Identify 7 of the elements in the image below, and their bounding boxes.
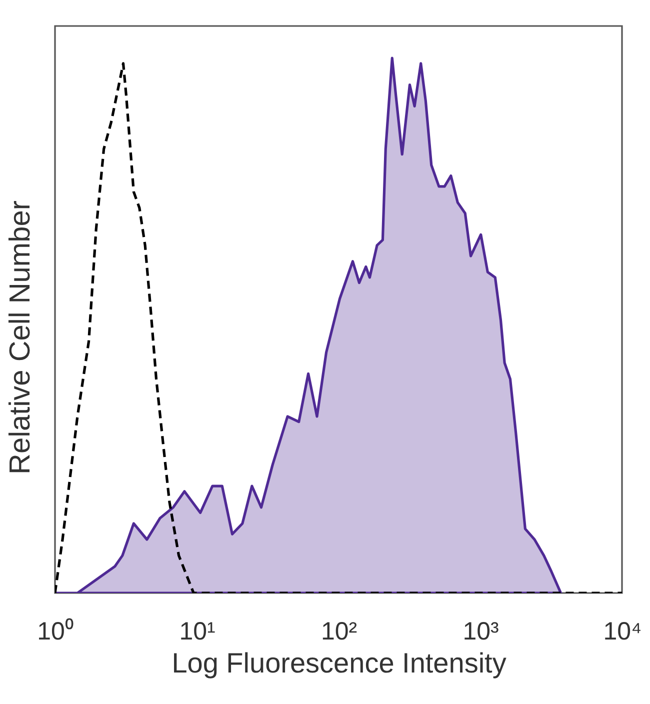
x-tick-label: 10⁰ [37, 618, 74, 646]
x-tick-label: 10¹ [179, 618, 216, 646]
x-tick-label: 10² [320, 618, 358, 646]
y-axis-title: Relative Cell Number [4, 200, 36, 474]
x-tick-label: 10⁴ [603, 618, 642, 646]
x-tick-label: 10³ [462, 618, 499, 646]
x-axis-title: Log Fluorescence Intensity [172, 648, 506, 678]
